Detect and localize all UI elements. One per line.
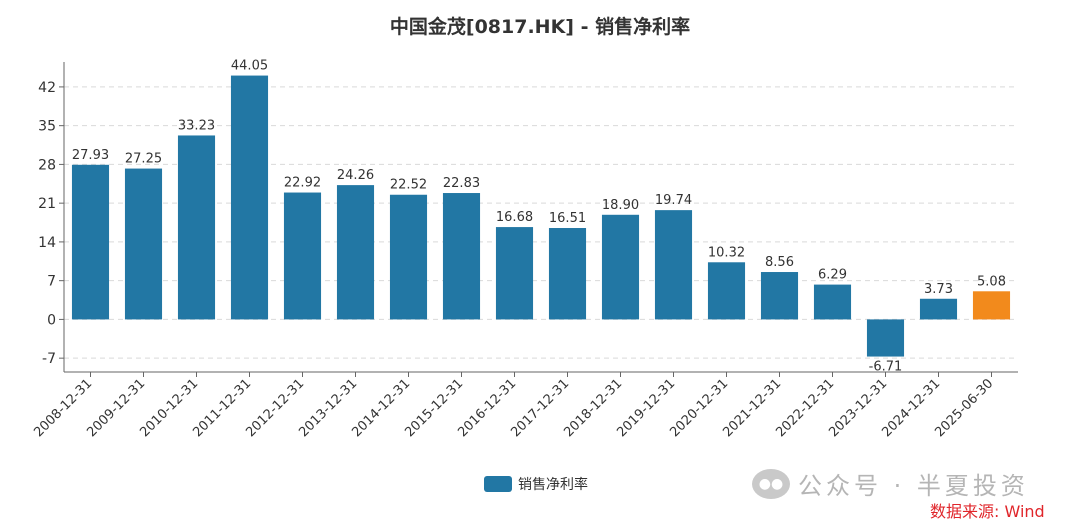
y-tick-label: 14	[38, 235, 56, 251]
legend[interactable]: 销售净利率	[484, 474, 588, 494]
bar	[71, 164, 110, 320]
bar	[124, 168, 163, 320]
data-label: 27.25	[125, 152, 162, 167]
bar	[760, 272, 799, 320]
bar	[813, 284, 852, 320]
bar	[972, 291, 1011, 320]
y-tick-label: 0	[47, 312, 56, 328]
bar	[919, 298, 958, 320]
data-label: 16.51	[549, 211, 586, 226]
wechat-icon: ●●	[752, 468, 790, 499]
bar	[548, 228, 587, 320]
source-note: 数据来源: Wind	[930, 502, 1045, 521]
data-label: 6.29	[818, 268, 847, 283]
bar	[707, 262, 746, 320]
bar	[389, 194, 428, 320]
bar	[601, 214, 640, 320]
legend-swatch	[484, 476, 512, 492]
data-label: 3.73	[924, 282, 953, 297]
watermark: ●● 公众号 · 半夏投资	[752, 466, 1029, 501]
bar	[336, 185, 375, 320]
bar	[442, 193, 481, 320]
data-label: 19.74	[655, 193, 692, 208]
data-label: 24.26	[337, 168, 374, 183]
data-label: 22.92	[284, 176, 321, 191]
legend-label: 销售净利率	[518, 477, 588, 493]
watermark-text: 公众号 · 半夏投资	[798, 472, 1029, 500]
y-tick-label: 42	[38, 80, 56, 96]
bar	[230, 75, 269, 320]
chart-title: 中国金茂[0817.HK] - 销售净利率	[389, 16, 691, 38]
y-tick-label: 35	[38, 119, 56, 135]
data-label: 10.32	[708, 245, 745, 260]
y-tick-label: 21	[38, 196, 56, 212]
data-label: 33.23	[178, 118, 215, 133]
data-label: 5.08	[977, 274, 1006, 289]
bar	[654, 210, 693, 320]
y-tick-label: 7	[47, 274, 56, 290]
data-label: 16.68	[496, 210, 533, 225]
data-label: 18.90	[602, 198, 639, 213]
y-tick-label: -7	[42, 351, 56, 367]
data-label: 22.52	[390, 178, 427, 193]
data-label: 22.83	[443, 176, 480, 191]
bar	[283, 192, 322, 320]
y-tick-label: 28	[38, 157, 56, 173]
data-label: 27.93	[72, 148, 109, 163]
bar	[177, 135, 216, 320]
data-label: 44.05	[231, 59, 268, 74]
bar	[495, 227, 534, 320]
bar	[866, 319, 905, 357]
data-label: 8.56	[765, 255, 794, 270]
data-label: -6.71	[869, 360, 903, 375]
